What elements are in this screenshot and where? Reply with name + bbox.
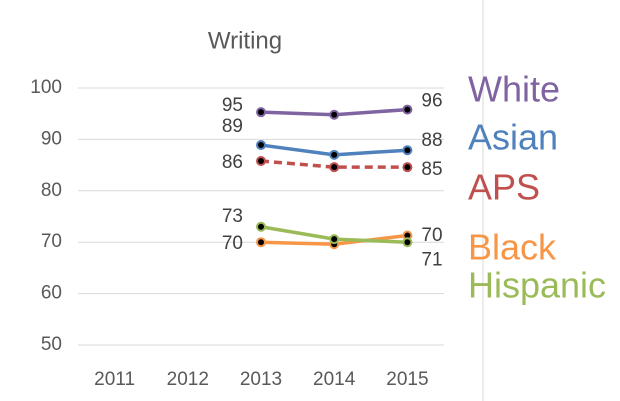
data-point	[329, 162, 340, 173]
data-point	[402, 104, 413, 115]
data-label: 70	[421, 225, 442, 246]
data-point	[256, 155, 266, 166]
x-tick-label: 2015	[386, 369, 428, 390]
data-label: 88	[421, 130, 442, 151]
data-label: 95	[222, 95, 243, 116]
y-tick-label: 100	[30, 77, 62, 98]
data-label: 89	[222, 116, 243, 137]
x-tick-label: 2014	[313, 369, 356, 390]
data-point	[329, 109, 340, 120]
data-point	[402, 162, 413, 173]
chart-title: Writing	[208, 27, 282, 54]
legend-label: White	[468, 69, 560, 110]
y-tick-label: 70	[41, 231, 62, 252]
data-point	[329, 234, 340, 245]
y-tick-label: 80	[41, 180, 62, 201]
y-tick-label: 50	[41, 334, 62, 355]
legend-label: Asian	[468, 117, 558, 158]
x-tick-label: 2012	[167, 369, 209, 390]
data-label: 85	[421, 159, 442, 180]
legend-label: APS	[468, 167, 540, 208]
x-tick-label: 2011	[94, 369, 135, 390]
data-point	[256, 221, 266, 232]
data-label: 71	[421, 250, 442, 271]
data-label: 96	[421, 91, 442, 112]
data-label: 86	[222, 152, 243, 173]
legend-label: Hispanic	[468, 265, 606, 306]
data-point	[256, 140, 266, 151]
data-point	[256, 237, 266, 248]
series-line	[260, 159, 408, 169]
x-tick-label: 2013	[240, 369, 282, 390]
data-point	[402, 237, 413, 248]
legend-label: Black	[468, 227, 557, 268]
data-point	[402, 145, 413, 156]
y-tick-label: 60	[41, 283, 62, 304]
y-tick-label: 90	[41, 128, 62, 149]
data-label: 73	[222, 206, 243, 227]
data-label: 70	[222, 233, 243, 254]
data-point	[256, 107, 266, 118]
data-point	[329, 149, 340, 160]
